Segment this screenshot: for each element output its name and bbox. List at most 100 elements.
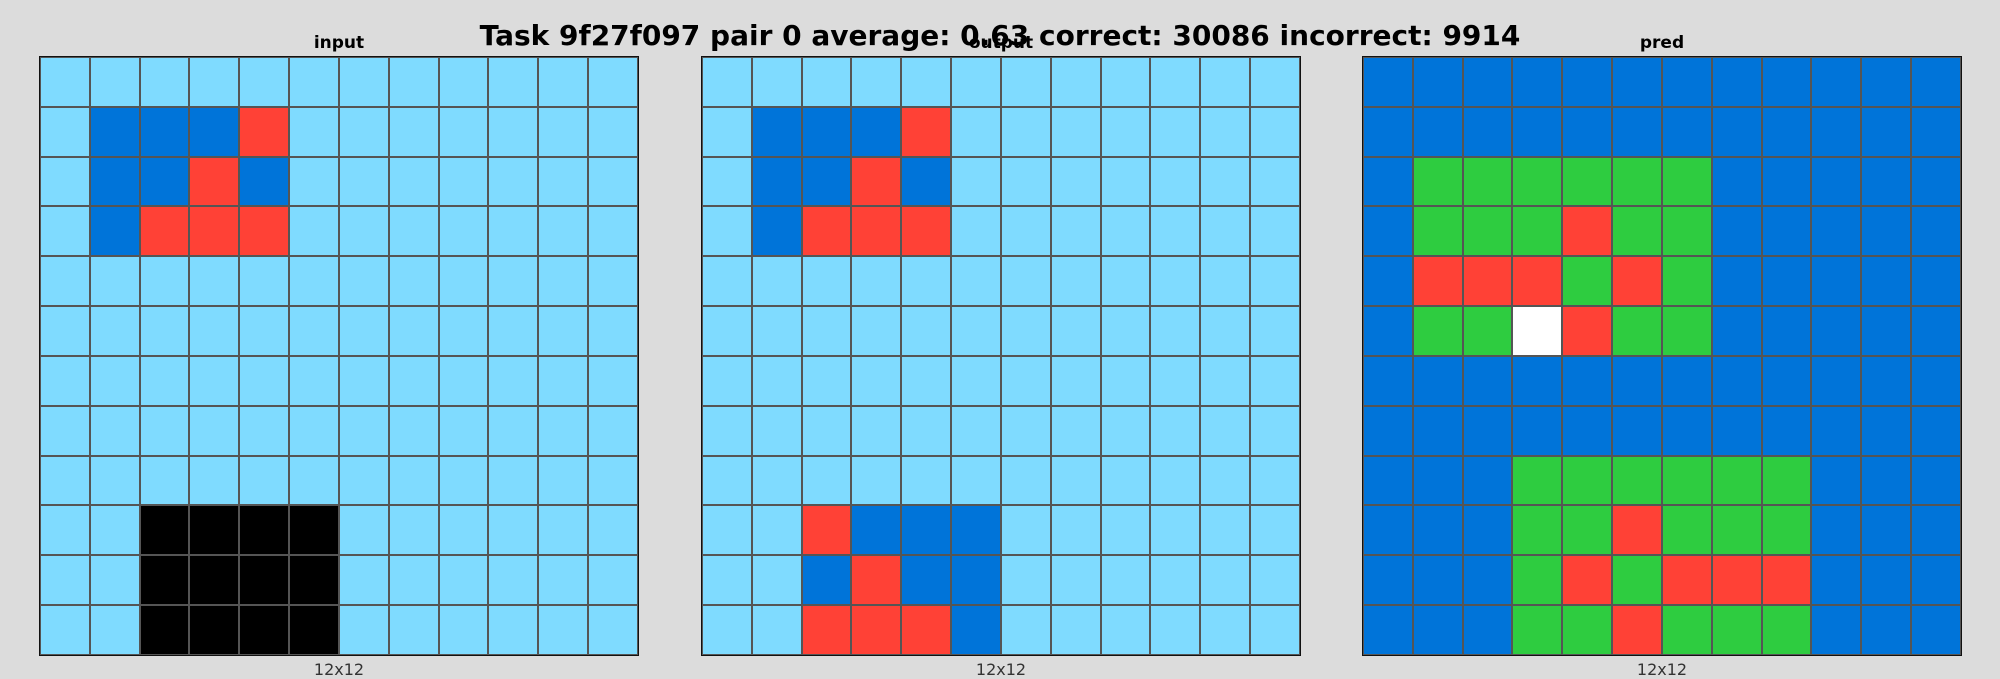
grid-cell [89, 455, 140, 506]
grid-cell [702, 106, 752, 157]
grid-cell [189, 405, 240, 456]
grid-cell [702, 405, 752, 456]
grid-cell [1911, 555, 1961, 606]
grid-cell [139, 156, 190, 207]
grid-cell [1200, 306, 1251, 356]
grid-cell [1412, 605, 1463, 655]
grid-cell [588, 106, 638, 157]
grid-cell [1412, 256, 1463, 307]
grid-cell [1150, 455, 1201, 506]
grid-cell [338, 306, 389, 356]
grid-cell [751, 555, 802, 606]
grid-cell [488, 455, 539, 506]
grid-cell [89, 505, 140, 556]
grid-cell [1462, 156, 1513, 207]
grid-cell [538, 256, 589, 307]
grid-cell [1000, 455, 1051, 506]
grid-cell [1711, 605, 1762, 655]
grid-cell [1000, 206, 1051, 257]
grid-cell [1861, 505, 1912, 556]
grid-cell [751, 355, 802, 406]
grid-cell [801, 505, 852, 556]
grid-cell [239, 555, 290, 606]
grid-cell [1612, 555, 1662, 606]
grid-cell [901, 455, 952, 506]
grid-cell [388, 156, 439, 207]
grid-cell [851, 256, 902, 307]
grid-cell [1412, 505, 1463, 556]
grid-cell [289, 306, 339, 356]
grid-cell [1512, 306, 1563, 356]
grid-cell [851, 405, 902, 456]
grid-cell [388, 206, 439, 257]
grid-cell [89, 156, 140, 207]
grid-cell [1761, 455, 1812, 506]
grid-cell [1562, 555, 1613, 606]
grid-cell [1100, 605, 1151, 655]
grid-cell [1661, 256, 1712, 307]
grid-cell [1612, 405, 1662, 456]
grid-cell [801, 206, 852, 257]
grid-cell [1811, 106, 1862, 157]
grid-cell [1612, 206, 1662, 257]
grid-cell [1911, 605, 1961, 655]
grid-cell [1861, 455, 1912, 506]
grid-cell [89, 605, 140, 655]
grid-cell [702, 306, 752, 356]
grid-cell [40, 405, 90, 456]
grid-cell [289, 156, 339, 207]
grid-cell [1050, 156, 1101, 207]
grid-cell [538, 555, 589, 606]
grid-cell [1100, 206, 1151, 257]
grid-cell [1562, 256, 1613, 307]
grid-cell [851, 306, 902, 356]
grid-cell [751, 206, 802, 257]
grid-cell [338, 106, 389, 157]
grid-cell [801, 306, 852, 356]
grid-cell [538, 306, 589, 356]
grid-cell [1811, 156, 1862, 207]
grid-cell [1711, 455, 1762, 506]
grid-cell [1200, 57, 1251, 107]
grid-cell [901, 57, 952, 107]
grid-cell [751, 455, 802, 506]
grid-cell [1363, 256, 1413, 307]
grid-cell [89, 355, 140, 406]
grid-cell [1512, 405, 1563, 456]
grid-cell [1761, 306, 1812, 356]
grid-cell [289, 505, 339, 556]
grid-cell [851, 605, 902, 655]
grid-cell [538, 455, 589, 506]
grid-cell [338, 256, 389, 307]
grid-cell [338, 156, 389, 207]
grid-cell [1512, 57, 1563, 107]
grid-cell [289, 57, 339, 107]
grid-cell [1711, 405, 1762, 456]
grid-cell [1000, 405, 1051, 456]
grid-cell [1861, 405, 1912, 456]
grid-cell [801, 605, 852, 655]
output-grid [701, 56, 1301, 656]
grid-cell [1200, 206, 1251, 257]
grid-cell [1050, 505, 1101, 556]
grid-cell [438, 306, 489, 356]
grid-cell [40, 455, 90, 506]
grid-cell [1250, 106, 1300, 157]
grid-cell [1200, 405, 1251, 456]
grid-cell [1250, 505, 1300, 556]
grid-cell [438, 355, 489, 406]
grid-cell [951, 505, 1001, 556]
grid-cell [588, 605, 638, 655]
grid-cell [851, 355, 902, 406]
grid-cell [488, 605, 539, 655]
grid-cell [1612, 505, 1662, 556]
grid-cell [901, 306, 952, 356]
grid-cell [1000, 57, 1051, 107]
grid-cell [702, 455, 752, 506]
grid-cell [1562, 57, 1613, 107]
grid-cell [338, 555, 389, 606]
grid-cell [438, 505, 489, 556]
grid-cell [40, 106, 90, 157]
grid-cell [438, 106, 489, 157]
grid-cell [1562, 355, 1613, 406]
